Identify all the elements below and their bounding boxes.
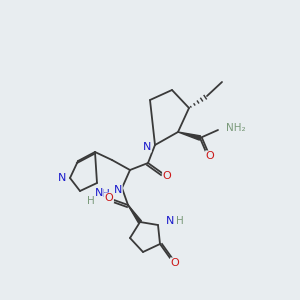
Text: O: O — [163, 171, 171, 181]
Text: H: H — [176, 216, 184, 226]
Text: N: N — [95, 188, 103, 198]
Text: H: H — [102, 189, 110, 199]
Text: N: N — [58, 173, 66, 183]
Text: O: O — [206, 151, 214, 161]
Text: O: O — [171, 258, 179, 268]
Text: N: N — [166, 216, 174, 226]
Text: N: N — [114, 185, 122, 195]
Text: O: O — [105, 193, 113, 203]
Text: NH₂: NH₂ — [226, 123, 246, 133]
Text: H: H — [87, 196, 95, 206]
Polygon shape — [178, 132, 201, 140]
Polygon shape — [128, 205, 142, 223]
Text: N: N — [143, 142, 151, 152]
